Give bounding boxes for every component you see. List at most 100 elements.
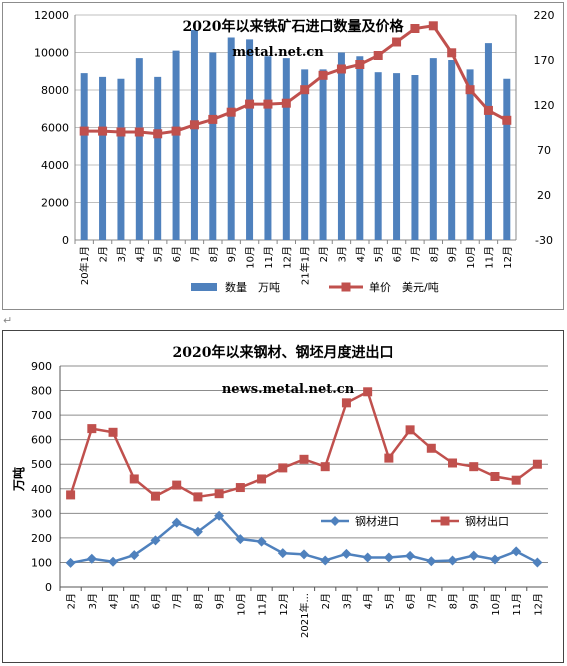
x-tick-label: 7月 bbox=[172, 593, 184, 609]
x-tick-label: 4月 bbox=[108, 593, 120, 609]
bar-quantity bbox=[411, 75, 419, 240]
export-marker bbox=[150, 491, 160, 501]
import-marker bbox=[405, 550, 416, 561]
x-tick-label: 7月 bbox=[189, 246, 201, 262]
x-tick-label: 9月 bbox=[214, 593, 226, 609]
import-marker bbox=[277, 548, 288, 559]
import-marker bbox=[256, 536, 267, 547]
bar-quantity bbox=[154, 76, 162, 240]
price-marker bbox=[189, 120, 199, 130]
legend-label-quantity: 数量 万吨 bbox=[225, 281, 280, 294]
export-marker bbox=[532, 459, 542, 469]
import-marker bbox=[383, 552, 394, 563]
left-tick-label: 6000 bbox=[41, 122, 69, 135]
export-marker bbox=[320, 462, 330, 472]
import-marker bbox=[65, 557, 76, 568]
bar-quantity bbox=[374, 72, 382, 240]
x-tick-label: 6月 bbox=[171, 246, 183, 262]
bar-quantity bbox=[80, 73, 88, 240]
x-tick-label: 5月 bbox=[129, 593, 141, 609]
x-tick-label: 21年1月 bbox=[299, 246, 312, 285]
legend-label-import: 钢材进口 bbox=[355, 514, 399, 528]
import-marker bbox=[192, 526, 203, 537]
price-marker bbox=[483, 105, 493, 115]
paragraph-mark-icon: ↵ bbox=[3, 314, 13, 327]
bar-quantity bbox=[484, 43, 492, 240]
chart-subtitle: news.metal.net.cn bbox=[222, 382, 355, 397]
bar-quantity bbox=[99, 76, 107, 240]
price-marker bbox=[428, 21, 438, 31]
x-tick-label: 2月 bbox=[318, 246, 330, 262]
price-marker bbox=[355, 60, 365, 69]
x-tick-label: 3月 bbox=[87, 593, 99, 609]
export-marker bbox=[363, 387, 373, 397]
left-tick-label: 0 bbox=[62, 234, 69, 247]
legend-marker-export bbox=[440, 516, 450, 526]
bar-quantity bbox=[429, 58, 437, 240]
bar-quantity bbox=[264, 56, 272, 240]
price-marker bbox=[134, 127, 144, 137]
export-marker bbox=[405, 425, 415, 435]
import-marker bbox=[86, 553, 97, 564]
export-marker bbox=[426, 443, 436, 453]
x-tick-label: 7月 bbox=[426, 593, 438, 609]
price-marker bbox=[79, 126, 89, 136]
y-axis-label: 万吨 bbox=[11, 467, 26, 492]
import-marker bbox=[171, 517, 182, 528]
bar-quantity bbox=[227, 37, 235, 240]
x-tick-label: 2月 bbox=[98, 246, 110, 262]
x-tick-label: 12月 bbox=[532, 593, 544, 616]
x-tick-label: 11月 bbox=[257, 593, 269, 616]
y-tick-label: 600 bbox=[31, 434, 52, 447]
import-marker bbox=[532, 557, 543, 568]
x-tick-label: 11月 bbox=[263, 246, 275, 269]
export-marker bbox=[490, 472, 500, 481]
price-marker bbox=[410, 24, 420, 33]
export-marker bbox=[193, 492, 203, 502]
y-tick-label: 700 bbox=[31, 409, 52, 422]
x-tick-label: 9月 bbox=[447, 246, 459, 262]
left-tick-label: 8000 bbox=[41, 84, 69, 97]
export-marker bbox=[214, 489, 224, 499]
x-tick-label: 3月 bbox=[341, 593, 353, 609]
x-tick-label: 11月 bbox=[511, 593, 523, 616]
right-tick-label: 220 bbox=[534, 9, 555, 22]
bar-quantity bbox=[190, 30, 198, 240]
export-marker bbox=[129, 474, 139, 484]
x-tick-label: 12月 bbox=[281, 246, 293, 269]
bar-quantity bbox=[337, 52, 345, 240]
x-tick-label: 2月 bbox=[320, 593, 332, 609]
import-marker bbox=[447, 555, 458, 566]
price-marker bbox=[281, 98, 291, 108]
left-tick-label: 10000 bbox=[34, 47, 69, 60]
x-tick-label: 12月 bbox=[502, 246, 514, 269]
y-tick-label: 100 bbox=[31, 556, 52, 569]
bar-quantity bbox=[246, 39, 254, 240]
left-tick-label: 12000 bbox=[34, 9, 69, 22]
x-tick-label: 11月 bbox=[483, 246, 495, 269]
bar-quantity bbox=[448, 60, 456, 240]
x-tick-label: 4月 bbox=[363, 593, 375, 609]
import-marker bbox=[511, 546, 522, 557]
export-marker bbox=[469, 462, 479, 472]
bar-quantity bbox=[209, 52, 217, 240]
right-tick-label: 20 bbox=[537, 189, 551, 202]
price-marker bbox=[502, 115, 512, 125]
price-marker bbox=[245, 99, 255, 109]
x-tick-label: 8月 bbox=[208, 246, 220, 262]
price-marker bbox=[465, 85, 475, 95]
import-marker bbox=[468, 550, 479, 561]
steel-trade-chart: 0 100 200 300 400 500 600 700 800 900 2月 3月 4月 5月 6月 7月… bbox=[11, 344, 548, 638]
x-tick-label: 10月 bbox=[235, 593, 247, 616]
export-marker bbox=[257, 474, 267, 484]
export-marker bbox=[278, 463, 288, 473]
price-marker bbox=[226, 107, 236, 117]
y-tick-label: 500 bbox=[31, 458, 52, 471]
x-tick-label: 9月 bbox=[226, 246, 238, 262]
bar-quantity bbox=[135, 58, 143, 240]
import-marker bbox=[129, 550, 140, 561]
left-tick-label: 2000 bbox=[41, 197, 69, 210]
legend-swatch-quantity bbox=[191, 283, 217, 291]
y-tick-label: 0 bbox=[45, 581, 52, 594]
x-tick-label: 20年1月 bbox=[78, 246, 91, 285]
